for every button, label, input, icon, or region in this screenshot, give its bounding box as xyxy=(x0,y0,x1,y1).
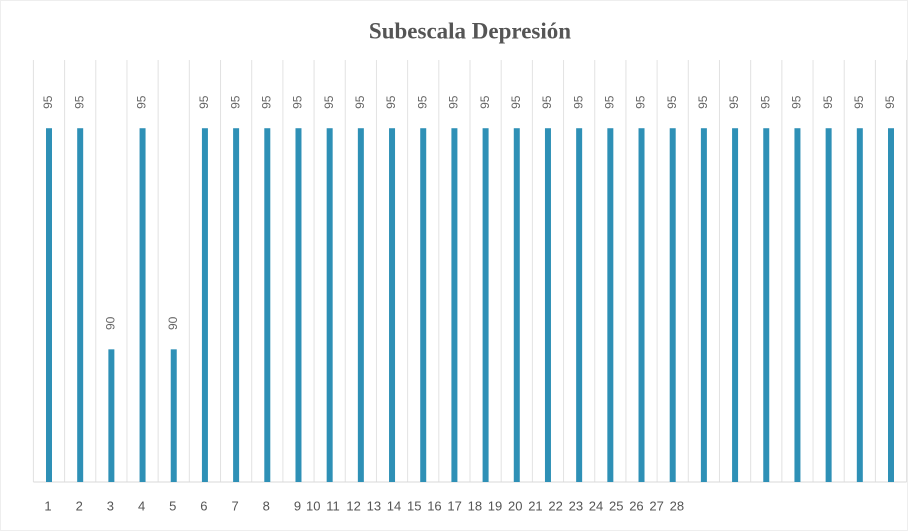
x-tick-label: 18 xyxy=(468,498,482,513)
x-tick-label: 20 xyxy=(508,498,522,513)
bar xyxy=(638,128,645,482)
value-label: 95 xyxy=(790,95,804,109)
value-label: 95 xyxy=(821,95,835,109)
value-label: 95 xyxy=(727,95,741,109)
x-tick-label: 27 xyxy=(649,498,663,513)
x-tick-label: 12 xyxy=(346,498,360,513)
value-label: 95 xyxy=(291,95,305,109)
bar xyxy=(732,128,739,482)
value-label: 95 xyxy=(509,95,523,109)
bar xyxy=(513,128,520,482)
bar xyxy=(201,128,208,482)
value-label: 95 xyxy=(197,95,211,109)
x-tick-label: 4 xyxy=(138,498,145,513)
x-tick-label: 1 xyxy=(44,498,51,513)
bar xyxy=(888,128,894,482)
x-tick-label: 15 xyxy=(407,498,421,513)
x-tick-label: 28 xyxy=(670,498,684,513)
x-tick-label: 22 xyxy=(548,498,562,513)
bar xyxy=(233,128,240,482)
x-tick-label: 21 xyxy=(528,498,542,513)
x-tick-label: 26 xyxy=(629,498,643,513)
value-label: 95 xyxy=(353,95,367,109)
value-label: 95 xyxy=(852,95,866,109)
x-tick-label: 14 xyxy=(387,498,401,513)
bar xyxy=(326,128,333,482)
bar xyxy=(763,128,770,482)
bar xyxy=(389,128,396,482)
bar xyxy=(700,128,707,482)
x-tick-label: 3 xyxy=(107,498,114,513)
bar xyxy=(46,128,52,482)
bar xyxy=(451,128,458,482)
value-label: 95 xyxy=(228,95,242,109)
bar xyxy=(77,128,84,482)
x-tick-label: 5 xyxy=(169,498,176,513)
bar xyxy=(482,128,489,482)
bar xyxy=(856,128,863,482)
chart-title: Subescala Depresión xyxy=(369,18,571,43)
x-tick-label: 25 xyxy=(609,498,623,513)
x-tick-label: 17 xyxy=(447,498,461,513)
value-label: 95 xyxy=(322,95,336,109)
bar xyxy=(576,128,583,482)
x-tick-label: 23 xyxy=(569,498,583,513)
value-label: 90 xyxy=(166,316,180,330)
bar xyxy=(607,128,614,482)
bar xyxy=(794,128,801,482)
bar xyxy=(825,128,832,482)
bar xyxy=(669,128,676,482)
value-label: 95 xyxy=(447,95,461,109)
x-tick-label: 6 xyxy=(200,498,207,513)
x-tick-label: 11 xyxy=(326,498,340,513)
bar xyxy=(420,128,427,482)
value-label: 95 xyxy=(384,95,398,109)
x-tick-label: 8 xyxy=(263,498,270,513)
bar xyxy=(264,128,271,482)
value-label: 95 xyxy=(72,95,86,109)
x-tick-label: 7 xyxy=(231,498,238,513)
value-label: 95 xyxy=(478,95,492,109)
x-tick-label: 24 xyxy=(589,498,603,513)
value-label: 95 xyxy=(540,95,554,109)
bar xyxy=(357,128,364,482)
x-tick-label: 2 xyxy=(76,498,83,513)
x-tick-label: 9 xyxy=(294,498,301,513)
value-label: 95 xyxy=(758,95,772,109)
value-label: 90 xyxy=(104,316,118,330)
value-label: 95 xyxy=(665,95,679,109)
bar xyxy=(295,128,302,482)
bar xyxy=(108,349,115,482)
value-label: 95 xyxy=(135,95,149,109)
value-label: 95 xyxy=(634,95,648,109)
x-tick-label: 13 xyxy=(367,498,381,513)
bar xyxy=(544,128,551,482)
value-label: 95 xyxy=(696,95,710,109)
value-label: 95 xyxy=(603,95,617,109)
bar xyxy=(139,128,146,482)
value-label: 95 xyxy=(259,95,273,109)
x-tick-label: 19 xyxy=(488,498,502,513)
value-label: 95 xyxy=(41,95,55,109)
value-label: 95 xyxy=(415,95,429,109)
x-tick-label: 10 xyxy=(306,498,320,513)
value-label: 95 xyxy=(883,95,897,109)
x-tick-label: 16 xyxy=(427,498,441,513)
bar xyxy=(170,349,177,482)
value-label: 95 xyxy=(571,95,585,109)
